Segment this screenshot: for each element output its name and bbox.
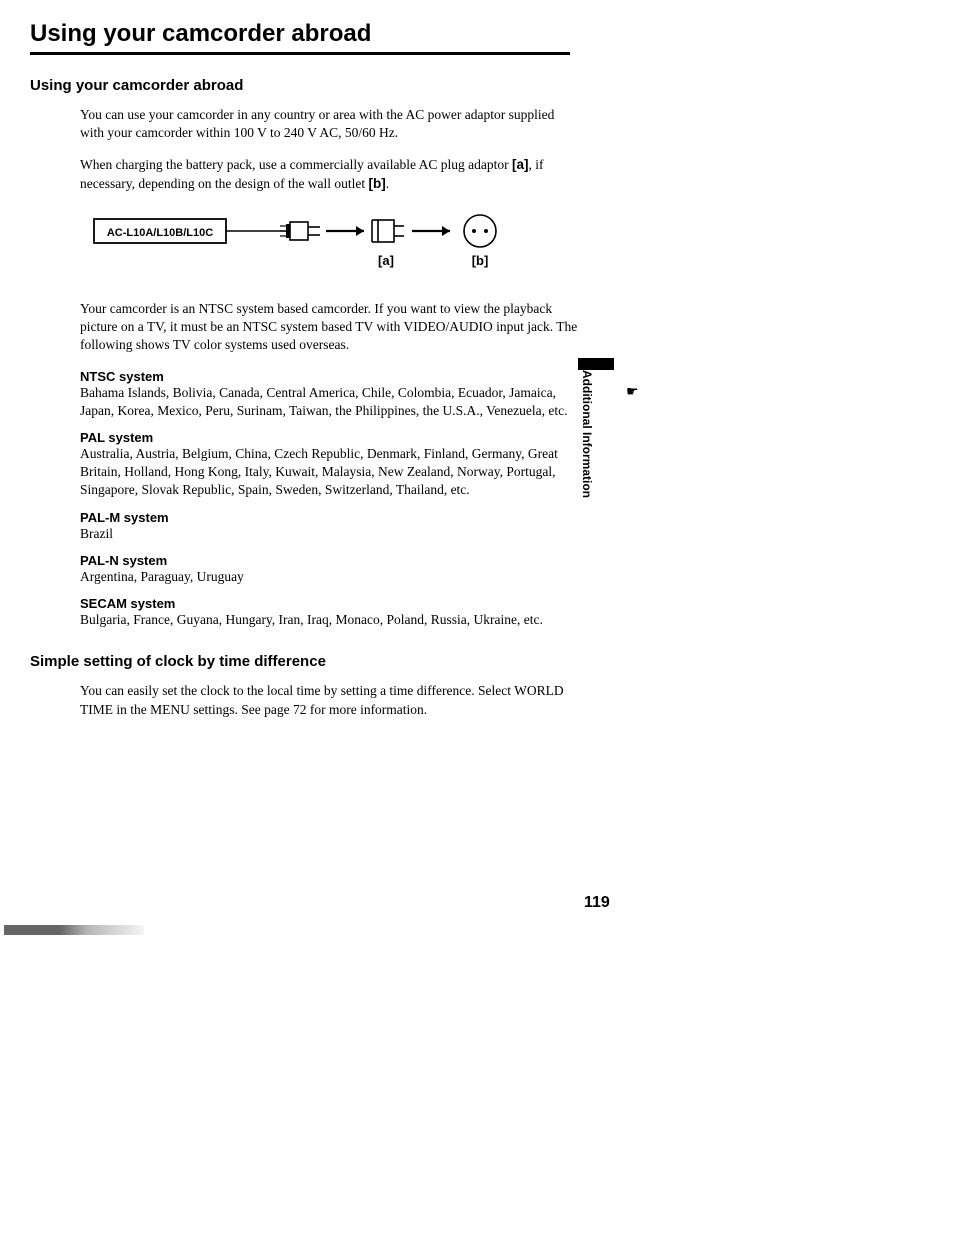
- para2-pre: When charging the battery pack, use a co…: [80, 157, 512, 172]
- page-number: 119: [584, 894, 610, 912]
- ref-b: [b]: [369, 176, 386, 191]
- model-box-label: AC-L10A/L10B/L10C: [107, 227, 213, 239]
- side-tab-label: Additional Information: [580, 370, 594, 498]
- outlet-circle: [464, 215, 496, 247]
- side-pointer-icon: ☛: [626, 384, 639, 401]
- pal-heading: PAL system: [80, 430, 914, 445]
- page-title: Using your camcorder abroad: [30, 20, 914, 50]
- ref-a: [a]: [512, 157, 529, 172]
- adapter-diagram-svg: AC-L10A/L10B/L10C: [92, 207, 522, 277]
- para2-end: .: [386, 176, 389, 191]
- title-underline: [30, 52, 570, 55]
- adapter-diagram: AC-L10A/L10B/L10C: [92, 207, 914, 282]
- scan-artifact: [4, 925, 144, 935]
- adaptor-body: [378, 220, 394, 242]
- section-heading-abroad: Using your camcorder abroad: [30, 77, 914, 94]
- intro-para-3: Your camcorder is an NTSC system based c…: [80, 300, 580, 355]
- palm-body: Brazil: [80, 525, 580, 543]
- ntsc-body: Bahama Islands, Bolivia, Canada, Central…: [80, 384, 580, 420]
- diagram-label-a: [a]: [378, 253, 394, 268]
- intro-para-1: You can use your camcorder in any countr…: [80, 106, 580, 142]
- secam-body: Bulgaria, France, Guyana, Hungary, Iran,…: [80, 611, 580, 629]
- paln-body: Argentina, Paraguay, Uruguay: [80, 568, 580, 586]
- manual-page: Using your camcorder abroad Using your c…: [0, 0, 954, 773]
- paln-heading: PAL-N system: [80, 553, 914, 568]
- pal-body: Australia, Austria, Belgium, China, Czec…: [80, 445, 580, 500]
- secam-heading: SECAM system: [80, 596, 914, 611]
- ntsc-heading: NTSC system: [80, 369, 914, 384]
- clock-para: You can easily set the clock to the loca…: [80, 682, 580, 718]
- intro-para-2: When charging the battery pack, use a co…: [80, 156, 580, 192]
- section-heading-clock: Simple setting of clock by time differen…: [30, 653, 914, 670]
- palm-heading: PAL-M system: [80, 510, 914, 525]
- side-tab-badge: [578, 358, 614, 370]
- diagram-label-b: [b]: [472, 253, 489, 268]
- plug-body: [290, 222, 308, 240]
